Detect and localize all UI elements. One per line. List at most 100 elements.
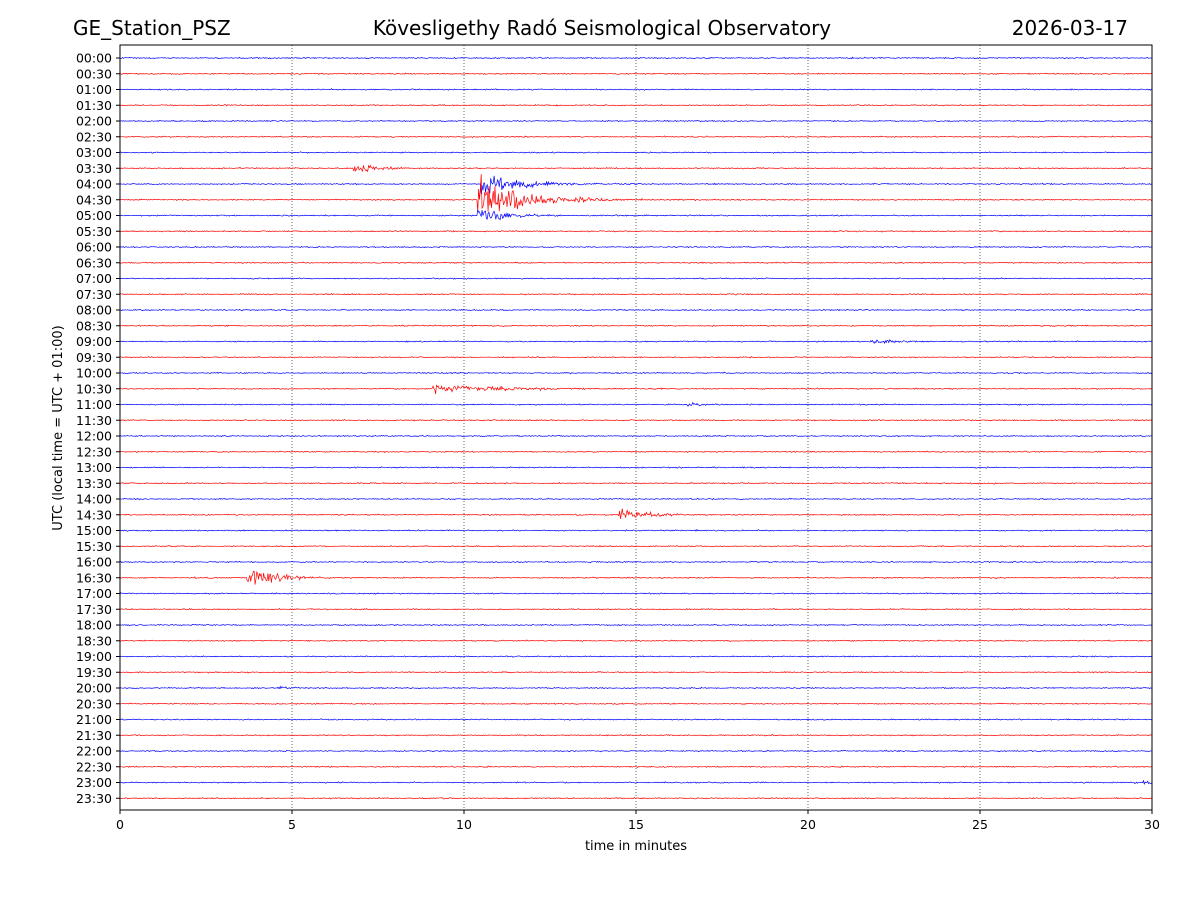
x-tick-label-15: 15 — [628, 817, 644, 832]
trace-1400 — [119, 497, 1153, 501]
y-tick-label-1200: 12:00 — [76, 429, 112, 444]
x-axis-label: time in minutes — [585, 839, 687, 854]
y-tick-label-1130: 11:30 — [76, 413, 112, 428]
y-tick-label-1730: 17:30 — [76, 602, 112, 617]
trace-1330 — [119, 481, 1153, 485]
station-title: GE_Station_PSZ — [73, 16, 231, 40]
y-tick-label-2030: 20:30 — [76, 696, 112, 711]
y-tick-label-0900: 09:00 — [76, 334, 112, 349]
trace-1900 — [119, 655, 1153, 658]
trace-1630 — [119, 570, 1153, 585]
y-tick-label-2000: 20:00 — [76, 681, 112, 696]
y-tick-label-1400: 14:00 — [76, 492, 112, 507]
x-tick-label-5: 5 — [288, 817, 296, 832]
y-tick-label-0130: 01:30 — [76, 98, 112, 113]
y-tick-label-1800: 18:00 — [76, 618, 112, 633]
trace-0200 — [119, 119, 1153, 123]
trace-1930 — [119, 671, 1153, 674]
trace-0430 — [119, 174, 1153, 212]
y-tick-label-1930: 19:30 — [76, 665, 112, 680]
trace-0700 — [119, 277, 1153, 280]
trace-0130 — [119, 104, 1153, 107]
y-tick-label-1530: 15:30 — [76, 539, 112, 554]
y-tick-label-2130: 21:30 — [76, 728, 112, 743]
y-tick-label-0030: 00:30 — [76, 66, 112, 81]
y-tick-label-1230: 12:30 — [76, 444, 112, 459]
y-tick-label-2330: 23:30 — [76, 791, 112, 806]
trace-0800 — [119, 308, 1153, 312]
trace-1730 — [119, 607, 1153, 611]
y-tick-label-0430: 04:30 — [76, 192, 112, 207]
y-tick-label-0530: 05:30 — [76, 224, 112, 239]
y-tick-label-1500: 15:00 — [76, 523, 112, 538]
trace-0300 — [119, 151, 1153, 154]
trace-1030 — [119, 384, 1153, 395]
trace-0930 — [119, 356, 1153, 359]
y-axis-label: UTC (local time = UTC + 01:00) — [51, 325, 66, 530]
trace-2030 — [119, 702, 1153, 705]
trace-1600 — [119, 560, 1153, 564]
trace-0630 — [119, 261, 1153, 264]
observatory-title: Kövesligethy Radó Seismological Observat… — [373, 16, 831, 40]
y-tick-label-2300: 23:00 — [76, 775, 112, 790]
trace-0030 — [119, 72, 1153, 76]
x-tick-label-20: 20 — [800, 817, 816, 832]
y-tick-label-1600: 16:00 — [76, 555, 112, 570]
y-tick-label-0100: 01:00 — [76, 82, 112, 97]
trace-2330 — [119, 796, 1153, 800]
y-tick-label-1000: 10:00 — [76, 366, 112, 381]
y-tick-label-0000: 00:00 — [76, 51, 112, 66]
y-tick-label-2200: 22:00 — [76, 744, 112, 759]
y-tick-label-0830: 08:30 — [76, 318, 112, 333]
trace-1300 — [119, 466, 1153, 469]
trace-0400 — [119, 175, 1153, 194]
trace-1430 — [119, 508, 1153, 519]
trace-0330 — [119, 164, 1153, 173]
x-tick-label-30: 30 — [1144, 817, 1160, 832]
trace-0230 — [119, 135, 1153, 139]
y-tick-label-1100: 11:00 — [76, 397, 112, 412]
trace-0830 — [119, 324, 1153, 327]
plot-background — [120, 45, 1152, 810]
y-tick-label-1430: 14:30 — [76, 507, 112, 522]
trace-0100 — [119, 88, 1153, 91]
trace-2300 — [119, 779, 1153, 786]
trace-2230 — [119, 765, 1153, 769]
trace-2200 — [119, 749, 1153, 753]
y-tick-label-0200: 02:00 — [76, 114, 112, 129]
trace-1000 — [119, 371, 1153, 375]
y-tick-label-0730: 07:30 — [76, 287, 112, 302]
trace-1500 — [119, 529, 1153, 532]
y-tick-label-2230: 22:30 — [76, 759, 112, 774]
traces — [119, 56, 1153, 800]
date-title: 2026-03-17 — [1012, 16, 1128, 40]
trace-0500 — [119, 209, 1153, 221]
x-tick-label-0: 0 — [116, 817, 124, 832]
trace-2130 — [119, 733, 1153, 737]
y-tick-label-1330: 13:30 — [76, 476, 112, 491]
trace-0000 — [119, 56, 1153, 60]
trace-2000 — [119, 685, 1153, 690]
trace-1200 — [119, 434, 1153, 438]
trace-1700 — [119, 592, 1153, 595]
y-tick-label-1830: 18:30 — [76, 633, 112, 648]
y-axis-ticks: 00:0000:3001:0001:3002:0002:3003:0003:30… — [76, 51, 120, 806]
trace-1830 — [119, 639, 1153, 642]
y-tick-label-2100: 21:00 — [76, 712, 112, 727]
y-tick-label-0300: 03:00 — [76, 145, 112, 160]
trace-0900 — [119, 339, 1153, 345]
trace-1230 — [119, 450, 1153, 454]
y-tick-label-1700: 17:00 — [76, 586, 112, 601]
x-axis-ticks: 0 5 10 15 20 25 30 — [116, 810, 1160, 832]
trace-2100 — [119, 718, 1153, 721]
y-tick-label-0630: 06:30 — [76, 255, 112, 270]
trace-1800 — [119, 623, 1153, 627]
y-tick-label-0500: 05:00 — [76, 208, 112, 223]
trace-1530 — [119, 545, 1153, 548]
y-tick-label-0330: 03:30 — [76, 161, 112, 176]
trace-1130 — [119, 419, 1153, 422]
y-tick-label-1900: 19:00 — [76, 649, 112, 664]
y-tick-label-1630: 16:30 — [76, 570, 112, 585]
trace-1100 — [119, 401, 1153, 407]
